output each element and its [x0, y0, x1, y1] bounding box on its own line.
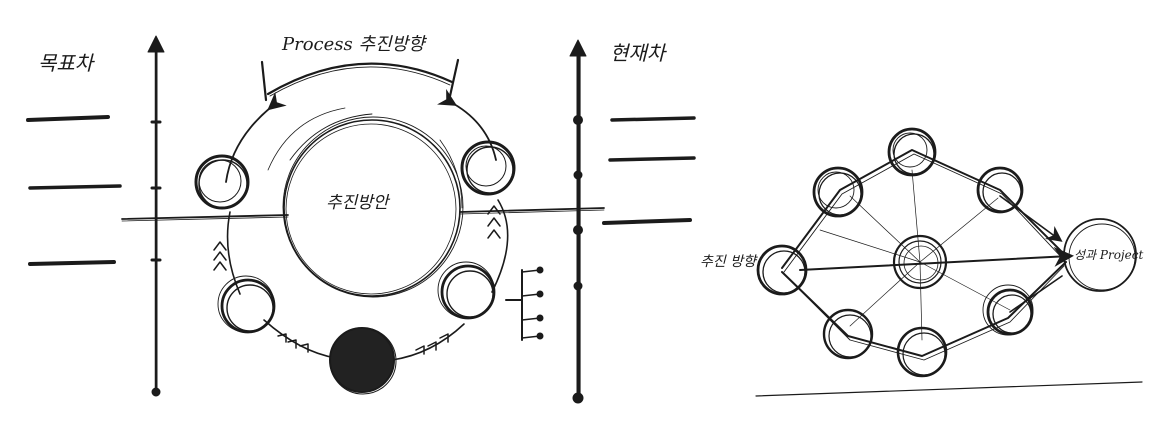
left-level-bars	[26, 115, 122, 266]
ring-node-bottom-filled	[329, 327, 397, 395]
center-circle	[267, 107, 464, 298]
node-upper-left	[812, 166, 864, 218]
cycle-ring	[213, 88, 509, 361]
ring-node-lower-right	[437, 261, 496, 320]
ring-node-lower-left	[217, 275, 276, 334]
left-axis-label: 목표차	[38, 51, 96, 75]
right-axis-label: 현재차	[610, 41, 668, 65]
node-left	[756, 244, 808, 296]
left-node-label: 추진 방향	[700, 254, 758, 270]
node-top	[887, 127, 937, 177]
center-label: 추진방안	[326, 193, 391, 213]
right-level-bars	[602, 116, 696, 225]
node-right-target	[1063, 218, 1137, 292]
ring-node-upper-right	[460, 140, 516, 196]
ring-node-upper-left	[194, 154, 250, 210]
node-lower-left	[822, 308, 874, 360]
baseline	[121, 207, 605, 222]
top-arc	[260, 58, 460, 102]
top-arc-label: Process 추진방향	[281, 34, 427, 55]
node-center	[892, 234, 948, 290]
right-node-label: 성과 Project	[1074, 248, 1143, 262]
node-lower-right	[982, 284, 1034, 336]
node-bottom	[896, 326, 948, 378]
small-bracket	[505, 266, 544, 341]
left-axis	[147, 35, 165, 397]
right-axis	[569, 39, 587, 404]
node-upper-right	[976, 166, 1024, 214]
ground-line	[755, 381, 1143, 397]
